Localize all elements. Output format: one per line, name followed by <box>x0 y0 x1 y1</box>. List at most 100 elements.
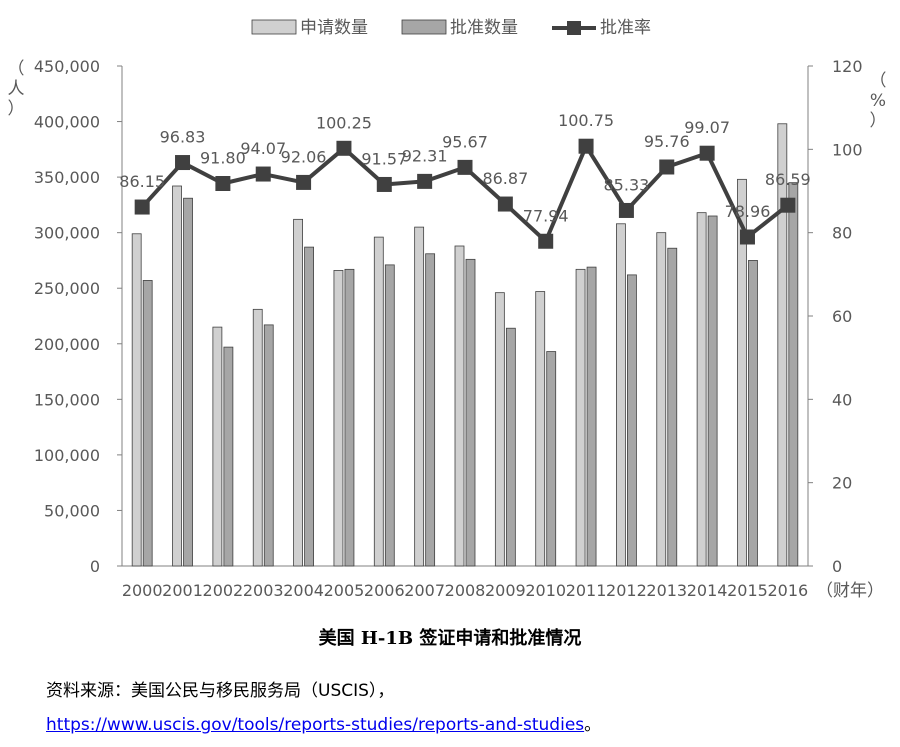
bar-applications <box>535 291 546 567</box>
chart-svg: 0 50,000 100,000 150,000 200,000 250,000 300,0… <box>8 18 887 601</box>
bar-approvals <box>344 268 355 567</box>
y-left-tick-label: 100,000 <box>34 446 100 465</box>
y-right-tick-label: 60 <box>832 307 852 326</box>
source-line: https://www.uscis.gov/tools/reports-stud… <box>46 710 601 735</box>
bar-approvals <box>788 182 799 567</box>
y-right-tick-label: 80 <box>832 224 852 243</box>
approval-rate-label: 100.25 <box>316 113 372 132</box>
bar-applications <box>172 185 182 567</box>
y-right-tick-label: 120 <box>832 57 863 76</box>
approval-rate-label: 78.96 <box>725 202 771 221</box>
approval-rate-label: 85.33 <box>604 175 650 194</box>
approval-rate-marker <box>497 196 513 212</box>
y-left-tick-label: 200,000 <box>34 335 100 354</box>
bar-approvals <box>707 215 718 567</box>
y-left-tick-label: 0 <box>90 557 100 576</box>
approval-rate-label: 77.94 <box>523 206 569 225</box>
source-end: 。 <box>584 715 602 735</box>
bar-approvals <box>183 197 193 567</box>
y-right-tick-label: 40 <box>832 390 852 409</box>
approval-rate-marker <box>336 140 352 156</box>
approval-rate-label: 92.31 <box>402 146 448 165</box>
bar-approvals <box>384 264 395 567</box>
bar-approvals <box>505 327 516 567</box>
legend-label-rate: 批准率 <box>600 18 651 38</box>
x-tick-label: 2003 <box>243 581 284 600</box>
bar-approvals <box>627 274 637 567</box>
bar-applications <box>212 326 223 567</box>
x-tick-label: 2006 <box>364 581 405 600</box>
bar-approvals <box>223 346 234 567</box>
bar-applications <box>616 223 626 567</box>
bar-approvals <box>425 253 436 567</box>
approval-rate-label: 86.87 <box>482 169 528 188</box>
x-tick-label: 2010 <box>525 581 566 600</box>
bar-applications <box>454 245 465 567</box>
approval-rate-marker <box>457 159 473 175</box>
x-tick-label: 2000 <box>122 581 163 600</box>
approval-rate-marker <box>618 202 634 218</box>
y-left-tick-label: 450,000 <box>34 57 100 76</box>
approval-rate-marker <box>417 173 433 189</box>
legend-label-applications: 申请数量 <box>300 18 368 38</box>
bar-applications <box>333 270 344 567</box>
x-unit-label: （财年） <box>816 581 884 601</box>
x-tick-label: 2016 <box>767 581 808 600</box>
x-tick-label: 2001 <box>162 581 203 600</box>
approval-rate-label: 91.57 <box>361 149 407 168</box>
source-link[interactable]: https://www.uscis.gov/tools/reports-stud… <box>46 715 585 735</box>
bar-applications <box>696 212 707 567</box>
y-left-tick-label: 400,000 <box>34 113 100 132</box>
y-right-tick-label: 100 <box>832 140 863 159</box>
x-tick-label: 2011 <box>566 581 607 600</box>
approval-rate-label: 95.76 <box>644 132 690 151</box>
x-tick-label: 2009 <box>485 581 526 600</box>
x-tick-label: 2013 <box>646 581 687 600</box>
approval-rate-marker <box>659 159 675 175</box>
bar-applications <box>575 268 586 567</box>
x-tick-label: 2004 <box>283 581 324 600</box>
legend-label-approvals: 批准数量 <box>450 18 518 38</box>
bar-approvals <box>546 351 557 567</box>
bar-applications <box>293 218 303 567</box>
bar-applications <box>373 236 384 567</box>
x-tick-label: 2008 <box>445 581 486 600</box>
approval-rate-marker <box>699 145 715 161</box>
y-left-tick-label: 350,000 <box>34 168 100 187</box>
x-tick-label: 2015 <box>727 581 768 600</box>
bar-applications <box>252 308 263 567</box>
bar-approvals <box>304 246 314 567</box>
bar-applications <box>414 226 425 567</box>
x-tick-label: 2002 <box>203 581 244 600</box>
approval-rate-marker <box>739 229 755 245</box>
y-left-tick-label: 250,000 <box>34 279 100 298</box>
bar-applications <box>131 233 142 567</box>
approval-rate-label: 86.59 <box>765 170 811 189</box>
x-tick-label: 2012 <box>606 581 647 600</box>
approval-rate-label: 96.83 <box>160 128 206 147</box>
bar-applications <box>656 232 667 567</box>
approval-rate-marker <box>376 176 392 192</box>
y-left-unit-label: （人） <box>8 59 25 119</box>
approval-rate-label: 95.67 <box>442 132 488 151</box>
y-left-tick-label: 50,000 <box>44 501 100 520</box>
x-tick-label: 2005 <box>324 581 365 600</box>
y-right-tick-label: 0 <box>832 557 842 576</box>
y-right-unit-label: （%） <box>870 71 887 131</box>
approval-rate-marker <box>215 176 231 191</box>
approval-rate-marker <box>175 155 191 171</box>
approval-rate-label: 92.06 <box>281 147 327 166</box>
approval-rate-label: 91.80 <box>200 149 246 168</box>
bar-approvals <box>586 266 597 567</box>
legend-swatch-approvals <box>401 19 447 35</box>
approval-rate-marker <box>255 166 271 182</box>
legend-swatch-rate-marker <box>567 21 581 35</box>
bar-applications <box>777 123 788 567</box>
bar-approvals <box>142 280 153 567</box>
bar-approvals <box>465 258 476 567</box>
x-tick-label: 2007 <box>404 581 445 600</box>
y-left-tick-label: 300,000 <box>34 224 100 243</box>
approval-rate-label: 99.07 <box>684 118 730 137</box>
x-tick-label: 2014 <box>687 581 728 600</box>
y-left-tick-label: 150,000 <box>34 390 100 409</box>
